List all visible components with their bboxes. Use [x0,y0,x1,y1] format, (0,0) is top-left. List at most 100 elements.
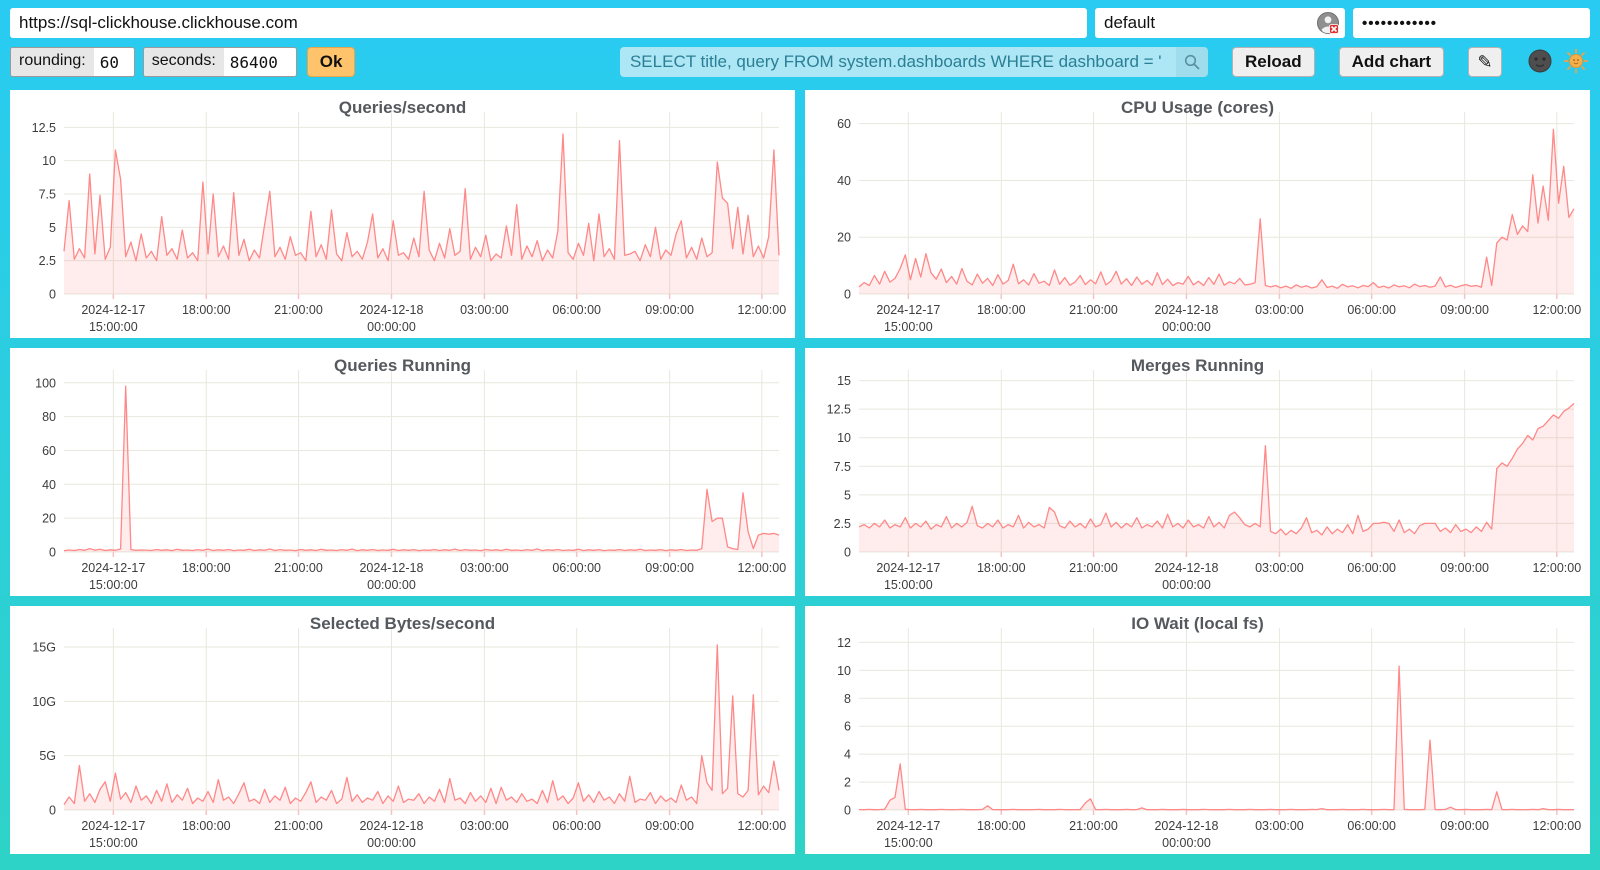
svg-text:18:00:00: 18:00:00 [182,819,231,833]
svg-text:06:00:00: 06:00:00 [1347,303,1396,317]
svg-text:20: 20 [837,231,851,245]
svg-text:09:00:00: 09:00:00 [1440,561,1489,575]
svg-text:2024-12-18: 2024-12-18 [1154,819,1218,833]
svg-text:21:00:00: 21:00:00 [274,561,323,575]
svg-text:12:00:00: 12:00:00 [738,561,787,575]
chart-canvas-merges-running[interactable]: 0 2.5 5 7.5 10 12.5 15 2024-12-17 15:00:00 18:00:… [805,348,1590,596]
svg-text:40: 40 [837,174,851,188]
svg-text:100: 100 [35,376,56,390]
svg-text:12:00:00: 12:00:00 [1533,561,1582,575]
rounding-control: rounding: [10,47,135,77]
svg-text:09:00:00: 09:00:00 [645,303,694,317]
svg-text:2024-12-17: 2024-12-17 [81,303,145,317]
pencil-icon: ✎ [1477,51,1493,73]
chart-canvas-selected-bytes[interactable]: 0 5G 10G 15G 2024-12-17 15:00:00 18:00:00 21:00… [10,606,795,854]
svg-text:10: 10 [837,431,851,445]
svg-text:06:00:00: 06:00:00 [552,561,601,575]
svg-text:2024-12-17: 2024-12-17 [81,819,145,833]
chart-canvas-queries-running[interactable]: 0 20 40 60 80 100 2024-12-17 15:00:00 18:00:00 21… [10,348,795,596]
svg-text:12:00:00: 12:00:00 [738,303,787,317]
svg-text:10: 10 [42,154,56,168]
svg-text:03:00:00: 03:00:00 [460,303,509,317]
svg-text:00:00:00: 00:00:00 [367,836,416,850]
svg-text:2024-12-18: 2024-12-18 [359,561,423,575]
svg-text:10G: 10G [32,695,56,709]
svg-text:18:00:00: 18:00:00 [977,561,1026,575]
query-group [619,47,1208,77]
svg-text:5G: 5G [39,749,56,763]
svg-text:21:00:00: 21:00:00 [1069,303,1118,317]
svg-text:7.5: 7.5 [834,460,851,474]
reload-button[interactable]: Reload [1231,47,1315,77]
svg-text:12:00:00: 12:00:00 [738,819,787,833]
seconds-control: seconds: [142,47,297,77]
svg-text:09:00:00: 09:00:00 [645,561,694,575]
rounding-input[interactable] [93,48,134,76]
svg-text:03:00:00: 03:00:00 [460,819,509,833]
svg-text:5: 5 [49,221,56,235]
svg-text:60: 60 [42,444,56,458]
seconds-label: seconds: [143,48,224,76]
chart-card-queries-per-second: Queries/second 0 2.5 5 7.5 10 12.5 2024-12-17 1… [10,90,795,338]
svg-text:2.5: 2.5 [834,517,851,531]
dark-theme-toggle[interactable] [1526,48,1554,76]
svg-text:18:00:00: 18:00:00 [977,819,1026,833]
chart-card-merges-running: Merges Running 0 2.5 5 7.5 10 12.5 15 2024-12-1… [805,348,1590,596]
password-input[interactable] [1353,8,1590,38]
svg-text:21:00:00: 21:00:00 [274,819,323,833]
chart-card-queries-running: Queries Running 0 20 40 60 80 100 2024-12-17 15… [10,348,795,596]
svg-text:06:00:00: 06:00:00 [1347,561,1396,575]
svg-text:2024-12-18: 2024-12-18 [1154,561,1218,575]
svg-text:09:00:00: 09:00:00 [645,819,694,833]
user-input[interactable] [1095,8,1345,38]
password-manager-icon[interactable] [1316,11,1340,35]
dashboard-query-input[interactable] [619,47,1176,77]
svg-text:06:00:00: 06:00:00 [1347,819,1396,833]
svg-text:09:00:00: 09:00:00 [1440,819,1489,833]
svg-text:12: 12 [837,636,851,650]
chart-canvas-io-wait[interactable]: 0 2 4 6 8 10 12 2024-12-17 15:00:00 18:00:00 21:00… [805,606,1590,854]
svg-text:0: 0 [844,288,851,302]
search-icon [1184,54,1200,70]
rounding-label: rounding: [11,48,94,76]
svg-text:18:00:00: 18:00:00 [182,303,231,317]
svg-text:21:00:00: 21:00:00 [1069,561,1118,575]
chart-canvas-cpu-usage[interactable]: 0 20 40 60 2024-12-17 15:00:00 18:00:00 21:00:0… [805,90,1590,338]
svg-text:7.5: 7.5 [39,188,56,202]
svg-text:2.5: 2.5 [39,254,56,268]
svg-text:18:00:00: 18:00:00 [182,561,231,575]
mass-edit-button[interactable]: ✎ [1468,47,1502,77]
svg-text:0: 0 [49,288,56,302]
chart-card-selected-bytes: Selected Bytes/second 0 5G 10G 15G 2024-12-1… [10,606,795,854]
ok-button[interactable]: Ok [306,47,356,77]
server-url-input[interactable] [10,8,1087,38]
svg-text:21:00:00: 21:00:00 [1069,819,1118,833]
svg-text:20: 20 [42,512,56,526]
svg-text:2024-12-17: 2024-12-17 [876,819,940,833]
svg-text:15: 15 [837,374,851,388]
svg-text:2024-12-17: 2024-12-17 [81,561,145,575]
svg-text:12.5: 12.5 [32,121,56,135]
svg-text:12:00:00: 12:00:00 [1533,303,1582,317]
toolbar: rounding: seconds: Ok Reload Add chart ✎ [10,46,1590,78]
svg-text:2024-12-17: 2024-12-17 [876,303,940,317]
svg-text:03:00:00: 03:00:00 [1255,819,1304,833]
svg-text:00:00:00: 00:00:00 [1162,578,1211,592]
svg-text:12.5: 12.5 [827,403,851,417]
svg-text:4: 4 [844,748,851,762]
svg-text:00:00:00: 00:00:00 [367,578,416,592]
chart-canvas-queries-per-second[interactable]: 0 2.5 5 7.5 10 12.5 2024-12-17 15:00:00 18:00:00… [10,90,795,338]
svg-text:2: 2 [844,776,851,790]
add-chart-button[interactable]: Add chart [1338,47,1444,77]
svg-text:15:00:00: 15:00:00 [884,320,933,334]
seconds-input[interactable] [223,48,296,76]
svg-text:15:00:00: 15:00:00 [89,320,138,334]
svg-text:15:00:00: 15:00:00 [89,578,138,592]
svg-text:21:00:00: 21:00:00 [274,303,323,317]
run-query-button[interactable] [1175,47,1208,77]
svg-text:15:00:00: 15:00:00 [884,578,933,592]
light-theme-toggle[interactable] [1562,48,1590,76]
svg-text:18:00:00: 18:00:00 [977,303,1026,317]
svg-text:2024-12-17: 2024-12-17 [876,561,940,575]
